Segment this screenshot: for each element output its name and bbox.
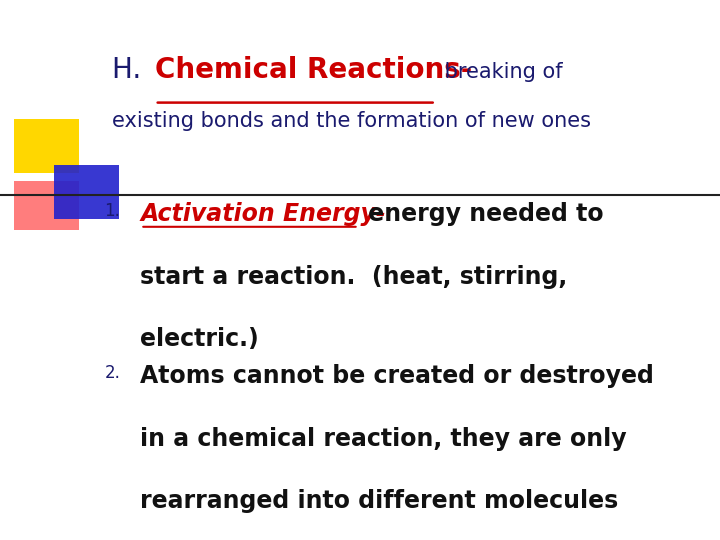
Text: Activation Energy-: Activation Energy- (140, 202, 386, 226)
Bar (54, 165, 119, 219)
Bar (14, 181, 79, 230)
Text: existing bonds and the formation of new ones: existing bonds and the formation of new … (112, 111, 590, 131)
Text: H.: H. (112, 56, 168, 84)
Text: Chemical Reactions-: Chemical Reactions- (155, 56, 472, 84)
Text: rearranged into different molecules: rearranged into different molecules (140, 489, 618, 512)
Text: start a reaction.  (heat, stirring,: start a reaction. (heat, stirring, (140, 265, 567, 288)
Text: in a chemical reaction, they are only: in a chemical reaction, they are only (140, 427, 627, 450)
Text: 1.: 1. (104, 202, 120, 220)
Text: electric.): electric.) (140, 327, 259, 350)
Text: 2.: 2. (104, 364, 120, 382)
Text: Atoms cannot be created or destroyed: Atoms cannot be created or destroyed (140, 364, 654, 388)
Text: energy needed to: energy needed to (360, 202, 603, 226)
Text: breaking of: breaking of (438, 62, 562, 82)
Bar (14, 119, 79, 173)
